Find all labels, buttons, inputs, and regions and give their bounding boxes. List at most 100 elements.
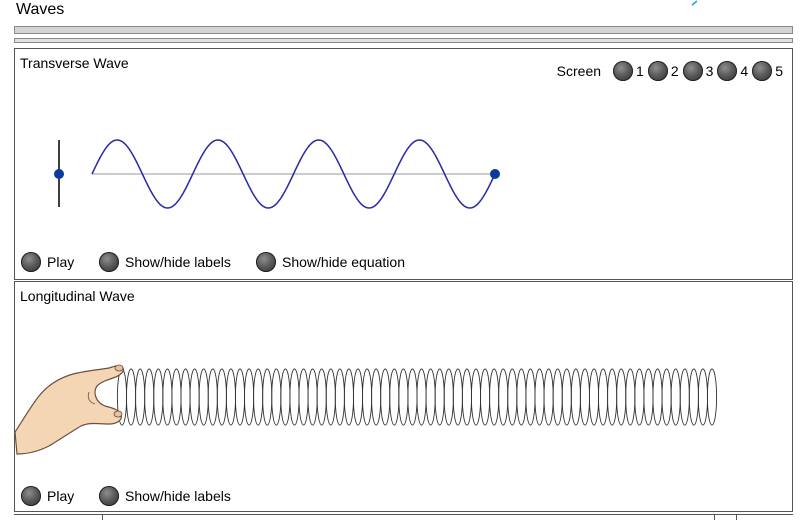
longitudinal-wave-graphic bbox=[15, 364, 718, 455]
spring-coil bbox=[425, 368, 436, 426]
spring-coil bbox=[371, 368, 382, 426]
source-marker bbox=[54, 169, 64, 179]
screen-2-button[interactable]: 2 bbox=[647, 61, 679, 81]
spring-coil bbox=[688, 368, 699, 426]
spring-coil bbox=[153, 368, 164, 426]
spring-coil bbox=[652, 368, 663, 426]
spring-coil bbox=[452, 368, 463, 426]
spring-coil bbox=[198, 368, 209, 426]
end-marker bbox=[490, 169, 500, 179]
spring-coil bbox=[289, 368, 300, 426]
spring-coil bbox=[579, 368, 590, 426]
screen-1-button[interactable]: 1 bbox=[613, 61, 644, 81]
spring-coil bbox=[516, 368, 527, 426]
spring-coil bbox=[679, 368, 690, 426]
spring-coil bbox=[280, 368, 291, 426]
transverse-wave-graphic bbox=[54, 139, 500, 209]
radio-icon bbox=[613, 61, 634, 81]
longitudinal-wave-title: Longitudinal Wave bbox=[20, 288, 135, 304]
spring-coil bbox=[552, 368, 563, 426]
labels-radio-icon bbox=[99, 252, 119, 272]
spring-coil bbox=[607, 368, 618, 426]
spring-coil bbox=[525, 368, 536, 426]
labels-radio-icon bbox=[99, 486, 119, 506]
spring-coil bbox=[126, 368, 137, 426]
spring-coil bbox=[543, 368, 554, 426]
spring-coil bbox=[253, 368, 264, 426]
spring-coil bbox=[507, 368, 518, 426]
radio-icon bbox=[647, 61, 668, 81]
hand-icon bbox=[15, 364, 124, 455]
app-title: Waves bbox=[16, 1, 65, 18]
spring-coil bbox=[389, 368, 400, 426]
spring-coil bbox=[307, 368, 318, 426]
radio-icon bbox=[752, 61, 773, 81]
toolbar-divider bbox=[14, 38, 793, 43]
transverse-wave-panel: Transverse Wave Screen 1 2 3 4 5 Play Sh… bbox=[14, 48, 793, 280]
spring-coil bbox=[234, 368, 246, 426]
spring-coil bbox=[262, 368, 273, 426]
accent-mark-icon bbox=[691, 0, 698, 6]
spring-coil bbox=[534, 368, 545, 426]
spring-coil bbox=[616, 368, 627, 426]
spring-coil bbox=[625, 368, 636, 426]
toolbar-bar bbox=[14, 26, 793, 34]
spring-coil bbox=[470, 368, 482, 426]
spring-coil bbox=[706, 368, 718, 426]
longitudinal-play-button[interactable]: Play bbox=[21, 486, 74, 506]
equation-button[interactable]: Show/hide equation bbox=[256, 252, 405, 272]
spring-coil bbox=[570, 368, 581, 426]
status-bar bbox=[14, 514, 793, 520]
spring-coil bbox=[480, 368, 491, 426]
spring-coil bbox=[598, 368, 609, 426]
spring-coils bbox=[116, 368, 718, 426]
transverse-wave-title: Transverse Wave bbox=[20, 55, 129, 71]
spring-coil bbox=[380, 368, 391, 426]
spring-coil bbox=[461, 368, 472, 426]
spring-coil bbox=[207, 368, 218, 426]
spring-coil bbox=[498, 368, 509, 426]
spring-coil bbox=[180, 368, 191, 426]
spring-coil bbox=[643, 368, 654, 426]
screen-3-button[interactable]: 3 bbox=[682, 61, 713, 81]
spring-coil bbox=[661, 368, 672, 426]
spring-coil bbox=[325, 368, 336, 426]
spring-coil bbox=[398, 368, 409, 426]
spring-coil bbox=[162, 368, 173, 426]
spring-coil bbox=[362, 368, 373, 426]
play-radio-icon bbox=[21, 486, 41, 506]
spring-coil bbox=[588, 368, 600, 426]
spring-coil bbox=[271, 368, 282, 426]
transverse-play-button[interactable]: Play bbox=[21, 252, 74, 272]
spring-coil bbox=[189, 368, 200, 426]
spring-coil bbox=[670, 368, 681, 426]
spring-coil bbox=[298, 368, 309, 426]
spring-coil bbox=[316, 368, 327, 426]
screen-label: Screen bbox=[556, 63, 602, 79]
screen-selector: Screen 1 2 3 4 5 bbox=[557, 61, 783, 81]
spring-coil bbox=[144, 368, 155, 426]
spring-coil bbox=[634, 368, 645, 426]
radio-icon bbox=[682, 61, 703, 81]
spring-coil bbox=[561, 368, 572, 426]
longitudinal-labels-button[interactable]: Show/hide labels bbox=[99, 486, 231, 506]
screen-5-button[interactable]: 5 bbox=[752, 61, 783, 81]
spring-coil bbox=[171, 368, 182, 426]
spring-coil bbox=[443, 368, 454, 426]
transverse-labels-button[interactable]: Show/hide labels bbox=[99, 252, 231, 272]
transverse-wave-curve bbox=[91, 139, 496, 209]
spring-coil bbox=[244, 368, 255, 426]
spring-coil bbox=[334, 368, 345, 426]
equation-radio-icon bbox=[256, 252, 276, 272]
spring-coil bbox=[697, 368, 708, 426]
spring-coil bbox=[489, 368, 500, 426]
screen-4-button[interactable]: 4 bbox=[717, 61, 748, 81]
spring-coil bbox=[434, 368, 445, 426]
longitudinal-wave-panel: Longitudinal Wave Play Show/hide labels bbox=[14, 281, 793, 512]
spring-coil bbox=[416, 368, 427, 426]
radio-icon bbox=[717, 61, 738, 81]
spring-coil bbox=[225, 368, 236, 426]
play-radio-icon bbox=[21, 252, 41, 272]
spring-coil bbox=[343, 368, 354, 426]
spring-coil bbox=[216, 368, 227, 426]
